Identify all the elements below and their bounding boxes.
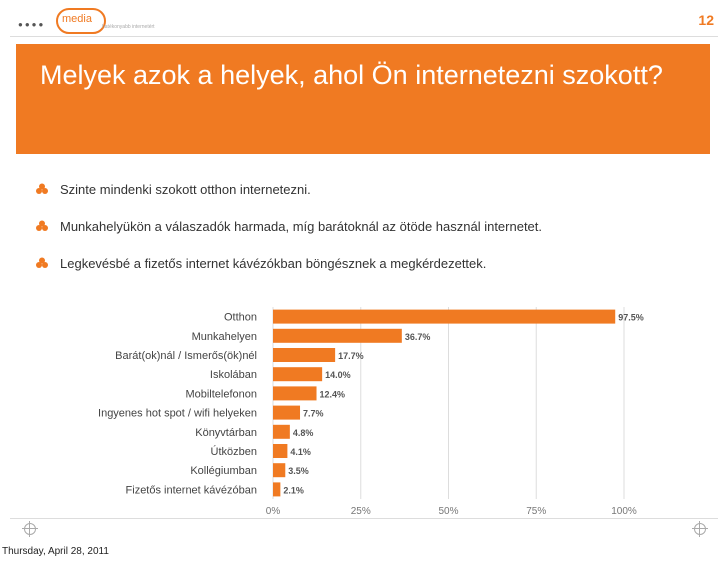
bullet-item: Szinte mindenki szokott otthon internete… xyxy=(36,180,706,217)
logo-ring-icon xyxy=(56,8,106,34)
category-label: Munkahelyen xyxy=(192,331,257,343)
data-label: 14.0% xyxy=(325,370,351,380)
x-tick-label: 0% xyxy=(266,506,281,517)
x-tick-label: 25% xyxy=(351,506,371,517)
bullet-item: Legkevésbé a fizetős internet kávézókban… xyxy=(36,254,706,291)
data-label: 97.5% xyxy=(618,313,644,323)
bullet-text: Szinte mindenki szokott otthon internete… xyxy=(60,182,311,197)
bar xyxy=(273,367,323,382)
category-label: Iskolában xyxy=(210,369,257,381)
bullet-text: Munkahelyükön a válaszadók harmada, míg … xyxy=(60,219,543,234)
bar xyxy=(273,328,402,343)
clover-bullet-icon xyxy=(36,183,48,194)
x-tick-label: 75% xyxy=(526,506,546,517)
data-label: 3.5% xyxy=(288,466,309,476)
slide-title: Melyek azok a helyek, ahol Ön internetez… xyxy=(40,60,663,90)
bullet-list: Szinte mindenki szokott otthon internete… xyxy=(36,180,706,291)
page-number: 12 xyxy=(698,12,714,28)
category-label: Otthon xyxy=(224,312,257,324)
data-label: 4.1% xyxy=(290,447,311,457)
data-label: 17.7% xyxy=(338,351,364,361)
bar xyxy=(273,405,301,420)
footer-divider xyxy=(10,518,718,519)
data-label: 4.8% xyxy=(293,428,314,438)
crosshair-icon xyxy=(22,521,38,537)
clover-bullet-icon xyxy=(36,220,48,231)
bar xyxy=(273,386,317,401)
logo-tagline: hatékonyabb internetért xyxy=(102,24,155,30)
bar xyxy=(273,482,281,497)
media-logo: ●●●● media hatékonyabb internetért xyxy=(18,8,155,38)
crosshair-icon xyxy=(692,521,708,537)
bar xyxy=(273,463,286,478)
data-label: 12.4% xyxy=(320,389,346,399)
category-label: Fizetős internet kávézóban xyxy=(126,484,257,496)
bar xyxy=(273,348,336,362)
bar xyxy=(273,424,290,439)
data-label: 2.1% xyxy=(283,485,304,495)
category-label: Útközben xyxy=(211,445,257,458)
category-label: Barát(ok)nál / Ismerős(ök)nél xyxy=(115,350,257,362)
category-label: Mobiltelefonon xyxy=(185,388,257,400)
x-tick-label: 50% xyxy=(438,506,458,517)
footer-date: Thursday, April 28, 2011 xyxy=(2,546,109,557)
category-label: Kollégiumban xyxy=(190,465,257,477)
title-banner: Melyek azok a helyek, ahol Ön internetez… xyxy=(16,44,710,154)
category-label: Könyvtárban xyxy=(195,427,257,439)
header-divider xyxy=(10,36,718,37)
data-label: 36.7% xyxy=(405,332,431,342)
data-label: 7.7% xyxy=(303,409,324,419)
bar xyxy=(273,444,288,458)
category-label: Ingyenes hot spot / wifi helyeken xyxy=(98,408,257,420)
logo-text: media xyxy=(62,13,92,25)
bar-chart: 0% 25% 50% 75% 100% Otthon 97.5% Munkahelyen 36.… xyxy=(98,307,644,517)
bullet-item: Munkahelyükön a válaszadók harmada, míg … xyxy=(36,217,706,254)
x-tick-label: 100% xyxy=(611,506,637,517)
clover-bullet-icon xyxy=(36,257,48,268)
bar xyxy=(273,309,616,324)
bullet-text: Legkevésbé a fizetős internet kávézókban… xyxy=(60,256,487,271)
logo-dots-icon: ●●●● xyxy=(18,20,46,29)
